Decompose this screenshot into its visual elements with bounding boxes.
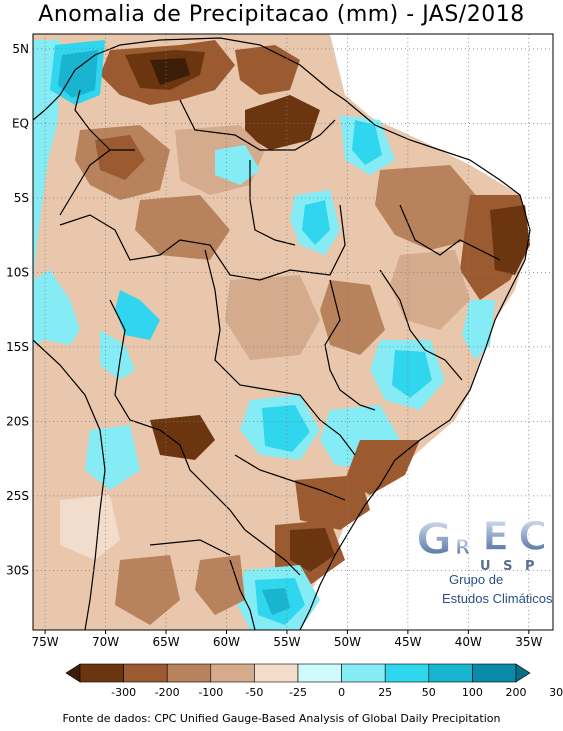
map-frame bbox=[32, 33, 554, 631]
longitude-axis: 75W 70W 65W 60W 55W 50W 45W 40W 35W bbox=[32, 630, 543, 649]
svg-text:U S P: U S P bbox=[480, 559, 539, 574]
lon-tick-label: 35W bbox=[515, 635, 542, 649]
colorbar-tick-label: 100 bbox=[462, 686, 483, 699]
svg-text:R: R bbox=[455, 535, 470, 559]
colorbar-swatch bbox=[79, 663, 124, 683]
svg-text:C: C bbox=[518, 514, 547, 560]
colorbar-tick-label: 300 bbox=[549, 686, 563, 699]
colorbar-swatch bbox=[341, 663, 386, 683]
colorbar: -300 -200 -100 -50 -25 0 25 50 100 200 300 bbox=[65, 663, 563, 699]
colorbar-tick-label: -50 bbox=[245, 686, 263, 699]
lat-tick-label: 5S bbox=[14, 191, 29, 205]
colorbar-swatch bbox=[384, 663, 430, 683]
latitude-axis: 5N EQ 5S 10S 15S 20S 25S 30S bbox=[6, 42, 29, 578]
lat-tick-label: 25S bbox=[6, 489, 29, 503]
lon-tick-label: 50W bbox=[334, 635, 361, 649]
grid-lines bbox=[33, 34, 553, 630]
colorbar-high-extend bbox=[515, 663, 531, 683]
colorbar-tick-label: 50 bbox=[422, 686, 436, 699]
lon-tick-label: 65W bbox=[152, 635, 179, 649]
data-source-note: Fonte de dados: CPC Unified Gauge-Based … bbox=[62, 712, 501, 725]
lat-tick-label: 30S bbox=[6, 563, 29, 577]
svg-text:G: G bbox=[416, 514, 452, 565]
colorbar-swatch bbox=[472, 663, 517, 683]
lon-tick-label: 45W bbox=[394, 635, 421, 649]
lon-tick-label: 60W bbox=[213, 635, 240, 649]
svg-text:E: E bbox=[482, 514, 509, 560]
colorbar-tick-label: -300 bbox=[111, 686, 136, 699]
colorbar-swatch bbox=[210, 663, 255, 683]
border-lines bbox=[32, 37, 531, 631]
colorbar-tick-label: -200 bbox=[155, 686, 180, 699]
colorbar-tick-label: 0 bbox=[338, 686, 345, 699]
colorbar-tick-label: -25 bbox=[289, 686, 307, 699]
lat-tick-label: 15S bbox=[6, 340, 29, 354]
lon-tick-label: 75W bbox=[32, 635, 59, 649]
grec-logo: G R E C U S P bbox=[415, 513, 548, 574]
lon-tick-label: 70W bbox=[92, 635, 119, 649]
colorbar-swatch bbox=[254, 663, 299, 683]
colorbar-swatch bbox=[297, 663, 342, 683]
colorbar-tick-label: 25 bbox=[378, 686, 392, 699]
logo-line-2: Estudos Climáticos bbox=[442, 591, 553, 606]
lat-tick-label: 20S bbox=[6, 414, 29, 428]
colorbar-swatch bbox=[166, 663, 212, 683]
anomaly-field bbox=[33, 34, 530, 630]
lat-tick-label: 5N bbox=[12, 42, 29, 56]
lon-tick-label: 40W bbox=[455, 635, 482, 649]
map-title: Anomalia de Precipitacao (mm) - JAS/2018 bbox=[38, 2, 525, 27]
lat-tick-label: EQ bbox=[12, 116, 29, 130]
colorbar-low-extend bbox=[65, 663, 81, 683]
colorbar-swatch bbox=[428, 663, 473, 683]
logo-line-1: Grupo de bbox=[449, 572, 504, 587]
colorbar-tick-label: -100 bbox=[198, 686, 223, 699]
colorbar-swatch bbox=[123, 663, 168, 683]
colorbar-tick-label: 200 bbox=[506, 686, 527, 699]
lat-tick-label: 10S bbox=[6, 265, 29, 279]
lon-tick-label: 55W bbox=[273, 635, 300, 649]
